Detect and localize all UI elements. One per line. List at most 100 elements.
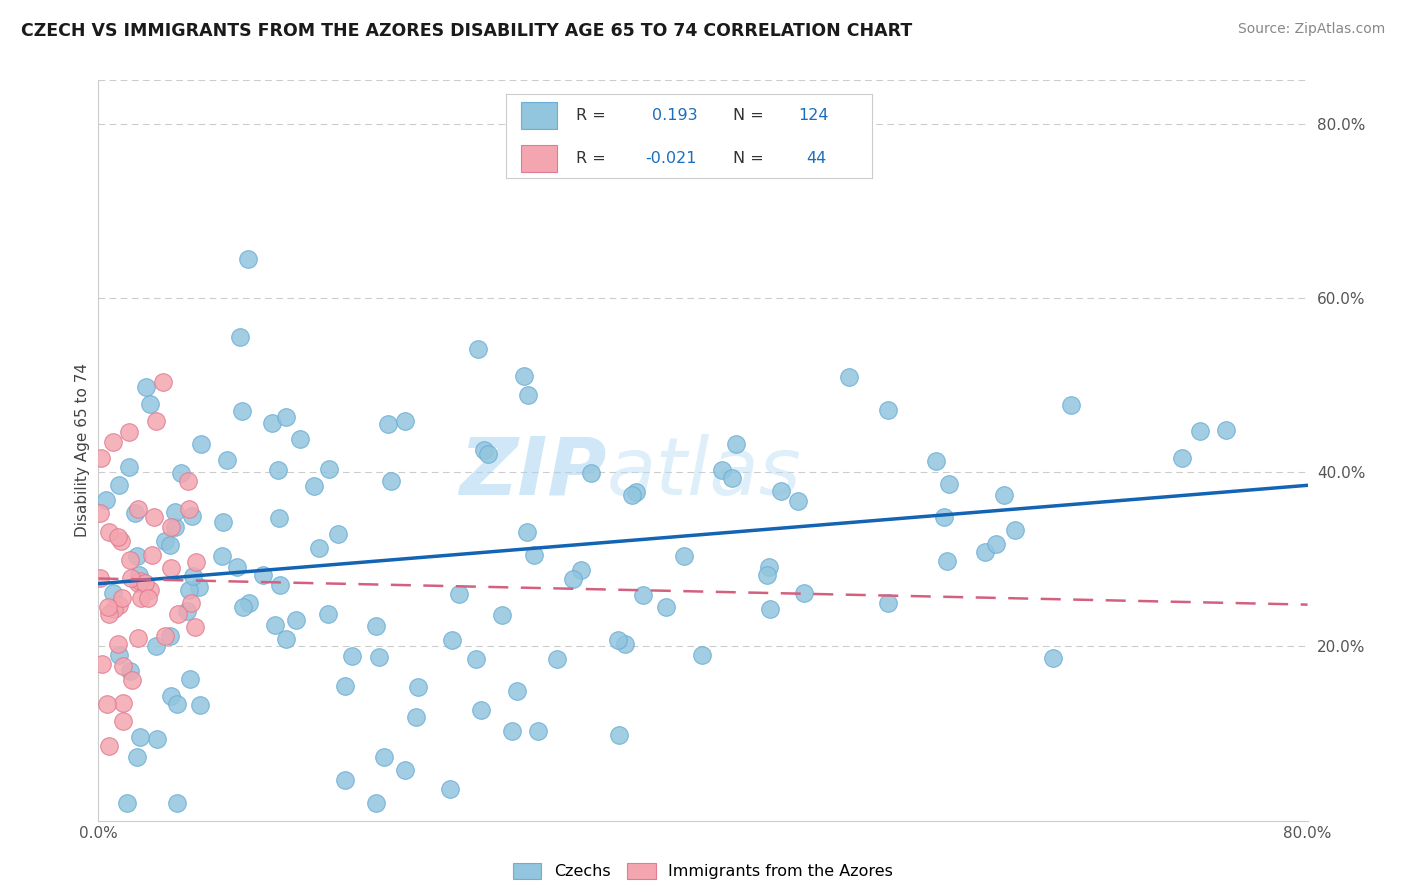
Point [98, 739, 121, 754]
Point [98, 524, 121, 539]
Point [229, 330, 252, 344]
Text: -0.021: -0.021 [645, 151, 696, 166]
Point [155, 534, 177, 549]
Point [166, 796, 188, 810]
Point [993, 488, 1015, 502]
Point [758, 560, 780, 574]
Point [405, 710, 427, 724]
Point [118, 552, 141, 566]
Point [129, 574, 152, 588]
Point [177, 474, 200, 488]
Point [96, 492, 118, 507]
Point [758, 602, 780, 616]
Point [655, 600, 678, 615]
Text: R =: R = [575, 151, 606, 166]
Point [609, 728, 631, 742]
Point [107, 478, 129, 492]
Point [302, 478, 325, 492]
Point [1060, 398, 1083, 412]
Point [96, 698, 118, 712]
Point [394, 763, 416, 777]
Point [111, 714, 134, 728]
Point [183, 569, 205, 583]
Point [145, 414, 167, 428]
Y-axis label: Disability Age 65 to 74: Disability Age 65 to 74 [75, 363, 90, 538]
Legend: Czechs, Immigrants from the Azores: Czechs, Immigrants from the Azores [513, 863, 893, 880]
Point [755, 567, 778, 582]
Point [211, 515, 233, 529]
Point [120, 571, 142, 585]
Point [472, 443, 495, 458]
Point [569, 563, 592, 577]
Point [231, 404, 253, 418]
Point [673, 549, 696, 563]
Point [308, 541, 330, 556]
Point [439, 781, 461, 796]
Point [620, 488, 643, 502]
Text: 44: 44 [806, 151, 827, 166]
Text: Source: ZipAtlas.com: Source: ZipAtlas.com [1237, 22, 1385, 37]
Text: R =: R = [575, 108, 606, 123]
Point [561, 573, 583, 587]
Point [1189, 424, 1212, 438]
Text: N =: N = [733, 151, 763, 166]
Point [103, 602, 125, 616]
Point [128, 567, 150, 582]
Point [127, 631, 149, 645]
Point [127, 501, 149, 516]
Point [215, 453, 238, 467]
Point [380, 474, 402, 488]
Point [180, 596, 202, 610]
Point [516, 388, 538, 402]
Point [406, 680, 429, 694]
Point [447, 587, 470, 601]
Point [274, 409, 297, 424]
Point [467, 342, 489, 356]
Text: 124: 124 [799, 108, 830, 123]
Point [725, 437, 748, 451]
Point [526, 723, 548, 738]
Point [326, 527, 349, 541]
Point [167, 607, 190, 621]
Point [117, 460, 139, 475]
Point [232, 599, 254, 614]
Point [1042, 650, 1064, 665]
Point [134, 576, 156, 591]
Point [135, 380, 157, 394]
Point [335, 772, 357, 787]
Point [974, 545, 997, 559]
Point [111, 659, 134, 673]
Point [124, 506, 146, 520]
Point [925, 454, 948, 468]
Point [373, 750, 395, 764]
Point [184, 620, 207, 634]
Point [1215, 423, 1237, 437]
Point [710, 463, 733, 477]
Point [394, 414, 416, 428]
Point [631, 588, 654, 602]
Point [142, 509, 165, 524]
Point [91, 657, 114, 672]
Point [107, 637, 129, 651]
Point [506, 683, 529, 698]
Point [367, 650, 389, 665]
Point [470, 703, 492, 717]
Point [136, 591, 159, 605]
Point [276, 632, 298, 647]
Point [101, 586, 124, 600]
Point [491, 608, 513, 623]
Point [579, 466, 602, 480]
Point [146, 732, 169, 747]
Point [516, 524, 538, 539]
Point [252, 567, 274, 582]
Point [120, 665, 142, 679]
Point [166, 697, 188, 711]
Point [101, 435, 124, 450]
Point [226, 559, 249, 574]
Text: 0.193: 0.193 [652, 108, 697, 123]
Point [111, 591, 134, 606]
Point [159, 538, 181, 552]
Point [97, 600, 120, 615]
Point [176, 604, 198, 618]
Point [121, 673, 143, 688]
